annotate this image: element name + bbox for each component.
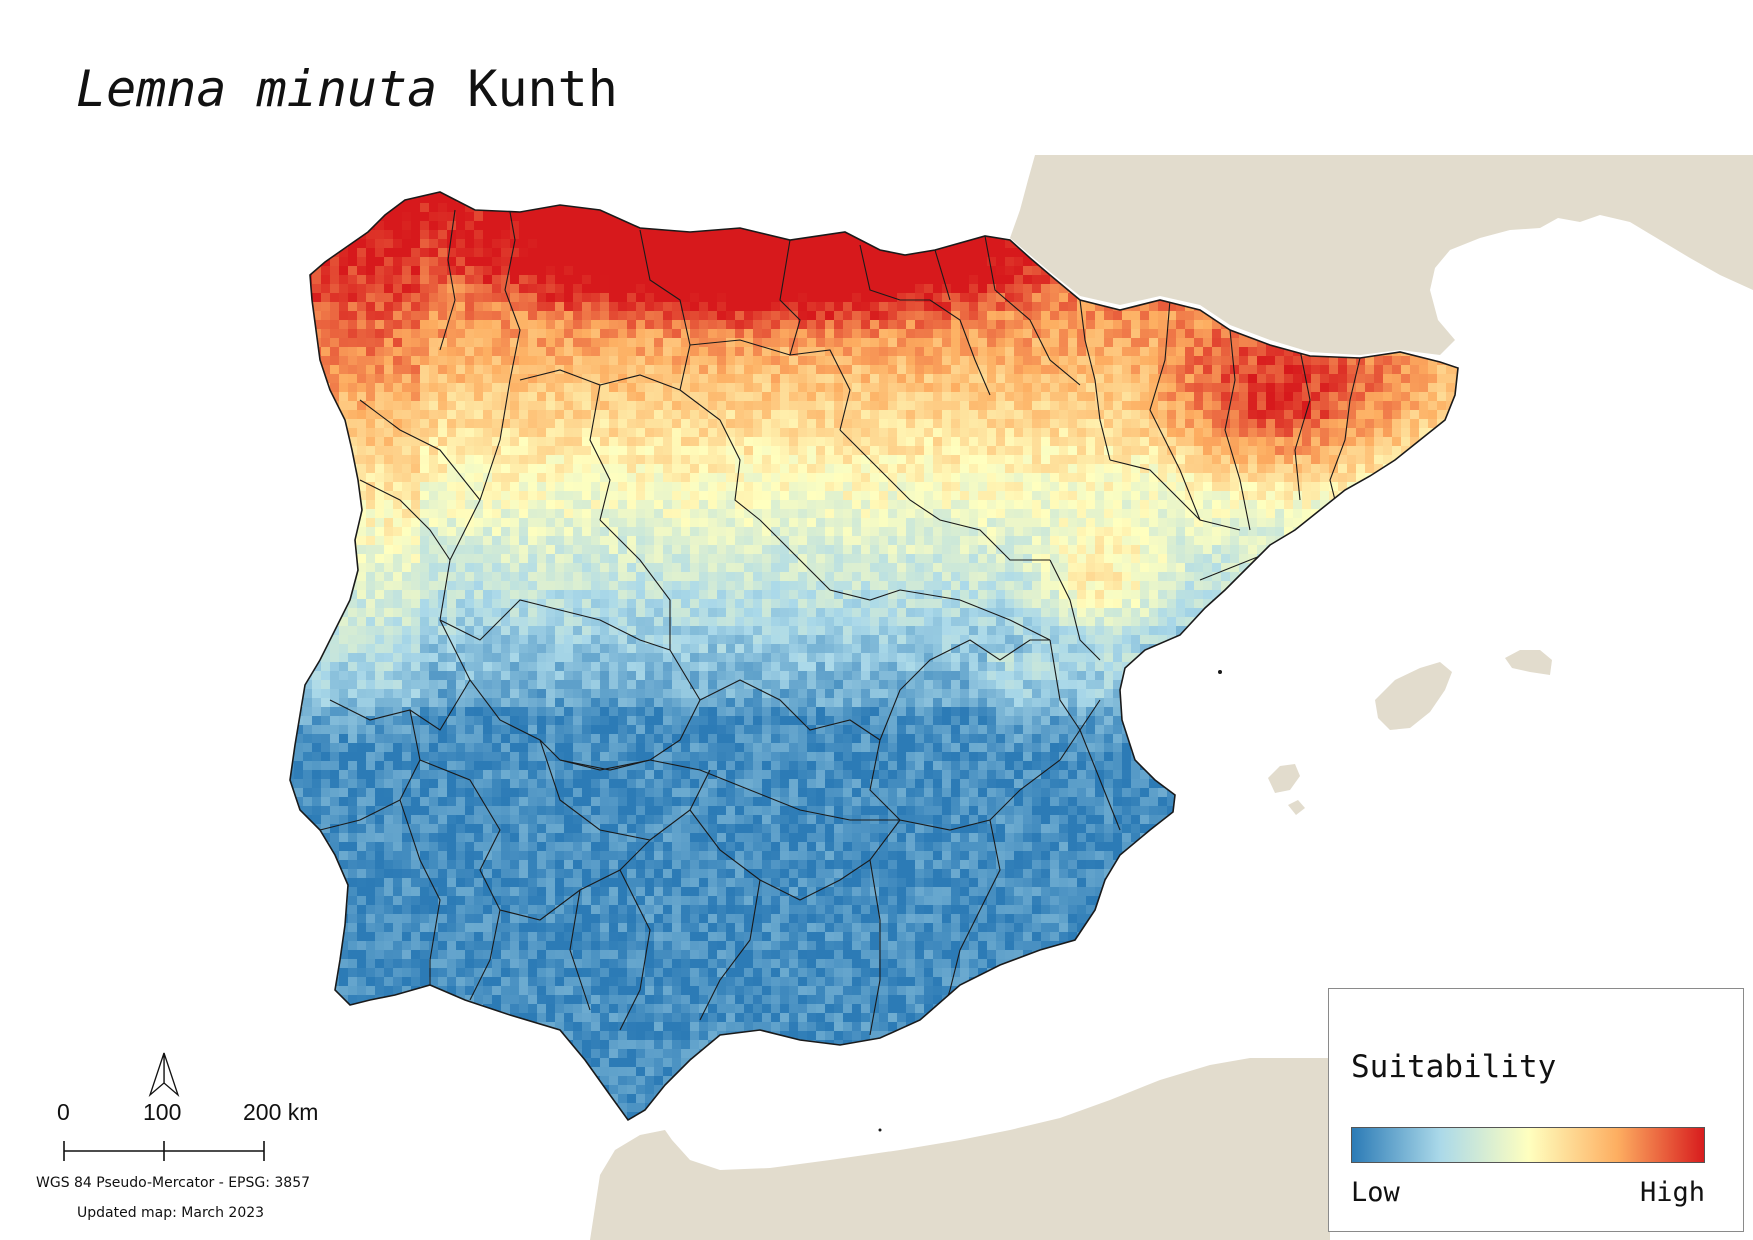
islet-marker (1218, 670, 1222, 674)
species-name: Lemna minuta (76, 60, 438, 118)
map-title: Lemna minuta Kunth (76, 60, 618, 118)
france-landmass (1010, 155, 1753, 355)
species-author: Kunth (467, 60, 618, 118)
province-boundaries (319, 209, 1361, 1036)
ibiza-island (1268, 764, 1300, 793)
islet-marker (878, 1128, 882, 1132)
scale-label-100: 100 (143, 1099, 182, 1125)
crs-text: WGS 84 Pseudo-Mercator - EPSG: 3857 (36, 1175, 311, 1191)
formentera-island (1288, 800, 1305, 815)
menorca-island (1505, 650, 1552, 675)
legend-low-label: Low (1351, 1177, 1400, 1208)
north-arrow-icon (148, 1052, 180, 1098)
legend-color-ramp (1351, 1127, 1705, 1163)
legend-box: Suitability Low High (1328, 988, 1744, 1232)
updated-date-text: Updated map: March 2023 (77, 1205, 265, 1221)
legend-title: Suitability (1351, 1049, 1557, 1085)
north-africa-landmass (590, 1058, 1330, 1240)
scale-bar (63, 1141, 265, 1161)
scale-label-200: 200 km (243, 1099, 319, 1125)
scale-label-0: 0 (57, 1099, 70, 1125)
legend-high-label: High (1639, 1177, 1705, 1208)
mallorca-island (1375, 662, 1452, 730)
